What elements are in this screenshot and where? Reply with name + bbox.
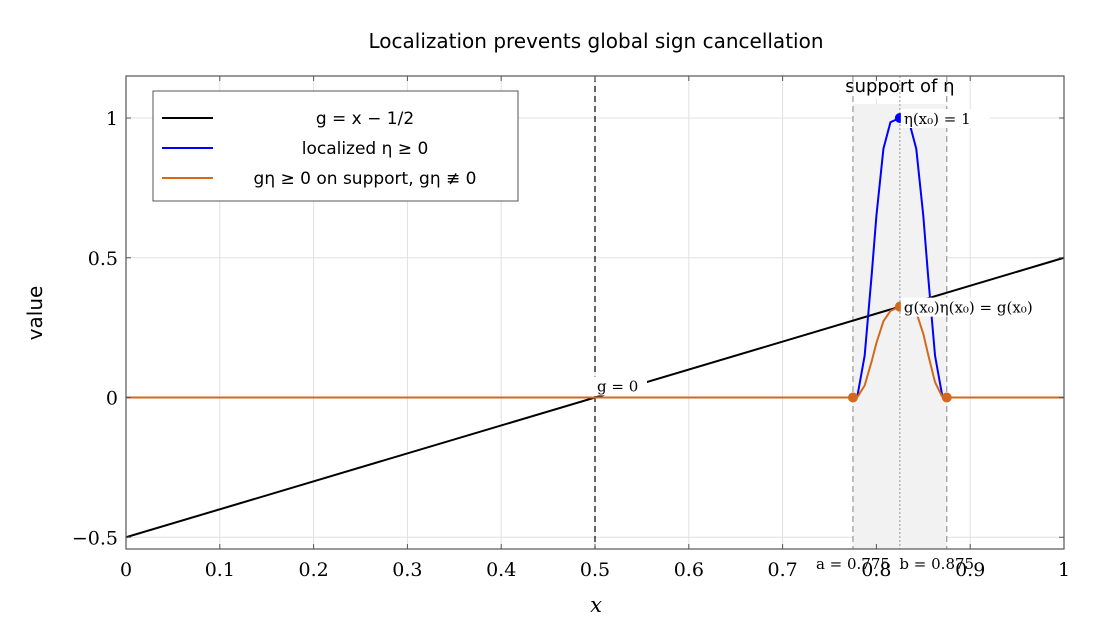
annotation-label: g = 0 [597, 378, 638, 396]
x-tick-label: 0.4 [486, 559, 516, 581]
y-tick-label: 1 [106, 108, 118, 130]
annotations: g = 0 η(x₀) = 1 g(x₀)η(x₀) = g(x₀) a = 0.77… [594, 109, 1071, 573]
x-tick-label: 0.3 [392, 559, 422, 581]
legend-box [152, 90, 519, 202]
x-axis-label: x [590, 593, 602, 617]
y-tick-label: 0 [106, 388, 118, 410]
support-label: support of η [845, 76, 954, 97]
reference-lines [594, 76, 948, 549]
x-tick-label: 0.2 [298, 559, 328, 581]
annotation-background [900, 109, 990, 128]
annotation-label: η(x₀) = 1 [904, 110, 971, 128]
x-tick-label: 0.6 [674, 559, 704, 581]
legend-label-2: localized η ≥ 0 [302, 139, 429, 159]
x-tick-label: 0.9 [955, 559, 985, 581]
annotation-background [594, 376, 647, 396]
axis-ticks: 0 0.1 0.2 0.3 0.4 0.5 0.6 0.7 0.8 0.9 1−0.500.51 [72, 76, 1070, 581]
x-tick-label: 0.5 [580, 559, 610, 581]
data-point [847, 392, 858, 403]
x-tick-label: 0.1 [205, 559, 235, 581]
annotation-label: b = 0.875 [899, 555, 974, 573]
x-tick-label: 1 [1058, 559, 1070, 581]
y-tick-label: −0.5 [72, 527, 118, 549]
data-point [941, 392, 952, 403]
legend-label-3: gη ≥ 0 on support, gη ≢ 0 [254, 169, 477, 189]
chart-title: Localization prevents global sign cancel… [369, 29, 824, 53]
annotation-background [900, 297, 1071, 317]
legend: g = x − 1/2 localized η ≥ 0 gη ≥ 0 on supp… [152, 90, 519, 202]
y-tick-label: 0.5 [88, 248, 118, 270]
support-band [852, 104, 947, 550]
y-axis-label: value [23, 286, 47, 341]
x-tick-label: 0.8 [861, 559, 891, 581]
annotation-label: a = 0.775 [816, 555, 890, 573]
x-tick-label: 0 [120, 559, 132, 581]
legend-label-1: g = x − 1/2 [316, 109, 414, 129]
annotation-label: g(x₀)η(x₀) = g(x₀) [904, 299, 1033, 317]
x-tick-label: 0.7 [767, 559, 797, 581]
